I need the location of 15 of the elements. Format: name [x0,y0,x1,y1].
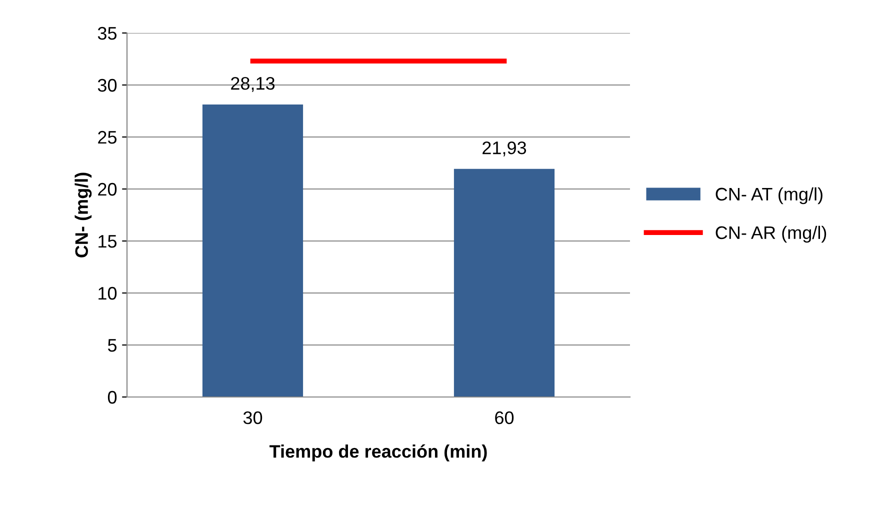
y-tick-label: 20 [98,182,117,196]
y-tick-label: 15 [98,235,117,248]
data-label: 28,13 [231,76,275,92]
y-tick-label: 30 [98,78,117,92]
legend-label: CN- AR (mg/l) [716,226,826,243]
x-tick-label: 60 [495,411,514,424]
y-tick-label: 10 [98,286,117,300]
y-tick-label: 5 [108,339,117,352]
data-label: 21,93 [482,141,526,156]
y-tick-label: 35 [98,26,117,40]
y-axis-title: CN- (mg/l) [74,172,92,258]
x-axis-title: Tiempo de reacción (min) [270,444,487,462]
legend-label: CN- AT (mg/l) [716,187,822,204]
y-tick-label: 25 [98,130,117,144]
y-tick-label: 0 [108,390,117,404]
